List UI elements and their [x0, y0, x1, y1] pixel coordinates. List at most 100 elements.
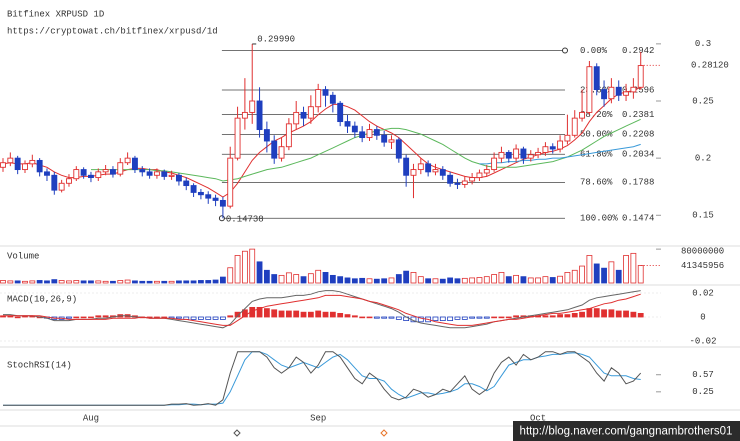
macd-bar: [271, 309, 278, 318]
macd-bar: [212, 316, 219, 320]
volume-bar: [425, 278, 432, 284]
macd-bar: [359, 316, 366, 319]
volume-bar: [190, 280, 197, 284]
volume-bar: [110, 280, 116, 284]
volume-bar: [417, 276, 424, 284]
macd-bar: [80, 316, 87, 319]
fib-price: 0.2208: [622, 130, 654, 140]
candle-body: [241, 111, 248, 119]
candle-body: [14, 157, 21, 171]
candle-body: [212, 197, 219, 201]
candle-body: [513, 148, 520, 159]
candle-body: [168, 174, 175, 177]
candle-body: [249, 100, 256, 113]
volume-bar: [117, 280, 124, 284]
candle-body: [623, 91, 629, 96]
candle-body: [373, 129, 380, 136]
volume-bar: [505, 276, 512, 284]
low-marker-label: 0.14738: [226, 215, 264, 225]
volume-bar: [285, 272, 292, 284]
volume-bar: [608, 261, 615, 284]
volume-bar: [293, 274, 300, 284]
candle-body: [527, 154, 534, 159]
volume-bar: [549, 277, 556, 284]
candle-body: [322, 89, 329, 96]
candle-body: [388, 139, 395, 143]
macd-bar: [542, 315, 549, 318]
macd-bar: [564, 314, 571, 318]
stoch-k-line: [3, 351, 642, 406]
volume-bar: [586, 255, 593, 284]
candle-body: [571, 117, 578, 136]
candle-body: [183, 180, 190, 187]
high-marker-label: 0.29990: [257, 34, 295, 44]
macd-bar: [278, 310, 285, 318]
candle-body: [483, 169, 490, 174]
y-tick-label: 0.15: [692, 211, 714, 221]
volume-bar: [176, 280, 182, 284]
candle-body: [161, 171, 168, 177]
candle-body: [124, 157, 131, 164]
fib-label: 61.80%: [580, 150, 613, 160]
candle-body: [395, 139, 402, 159]
candle-body: [417, 163, 424, 171]
fib-price: 0.1788: [622, 178, 654, 188]
y-tick-label: 0.25: [692, 387, 714, 397]
volume-bar: [66, 280, 72, 284]
candle-body: [117, 162, 124, 175]
macd-bar: [601, 309, 607, 318]
volume-bar: [300, 276, 307, 284]
volume-bar: [168, 280, 175, 284]
volume-bar: [278, 274, 285, 284]
volume-bar: [0, 280, 6, 284]
fib-price: 0.2381: [622, 110, 654, 120]
candle-body: [344, 121, 351, 127]
marker-diamond[interactable]: [233, 429, 241, 437]
chart-title: Bitfinex XRPUSD 1D: [7, 9, 104, 19]
volume-bar: [637, 265, 644, 284]
candle-body: [593, 66, 600, 91]
macd-bar: [432, 316, 439, 321]
macd-bar: [329, 311, 336, 318]
macd-bar: [549, 315, 556, 318]
volume-bar: [51, 279, 58, 284]
macd-bar: [176, 316, 182, 319]
fib-label: 38.20%: [580, 110, 613, 120]
macd-bar: [476, 316, 483, 319]
volume-bar: [520, 276, 527, 284]
candle-body: [146, 171, 153, 176]
volume-bar: [80, 280, 87, 284]
volume-bar: [73, 280, 80, 284]
volume-bar: [263, 269, 270, 284]
marker-diamond[interactable]: [380, 429, 388, 437]
macd-bar: [395, 316, 402, 320]
volume-bar: [249, 248, 256, 284]
macd-bar: [381, 316, 388, 319]
volume-bar: [183, 280, 190, 284]
candle-body: [307, 106, 314, 119]
volume-bar: [124, 279, 131, 284]
volume-bar: [403, 270, 410, 284]
candle-body: [564, 134, 571, 142]
volume-bar: [461, 277, 468, 284]
candle-body: [7, 157, 14, 164]
candle-body: [359, 131, 366, 139]
fib-handle: [218, 215, 225, 222]
macd-bar: [469, 316, 476, 319]
candle-body: [403, 157, 410, 176]
last-volume-label: 41345956: [681, 261, 724, 271]
volume-bar: [366, 278, 373, 284]
macd-bar: [198, 316, 204, 320]
candle-body: [410, 169, 417, 176]
candle-body: [535, 151, 542, 156]
volume-bar: [219, 276, 226, 284]
volume-bar: [344, 277, 351, 284]
candle-body: [439, 169, 446, 176]
macd-bar: [615, 310, 622, 318]
macd-bar: [285, 310, 292, 318]
y-tick-label: 0.25: [692, 96, 714, 106]
candle-body: [285, 123, 292, 148]
macd-bar: [241, 309, 248, 318]
